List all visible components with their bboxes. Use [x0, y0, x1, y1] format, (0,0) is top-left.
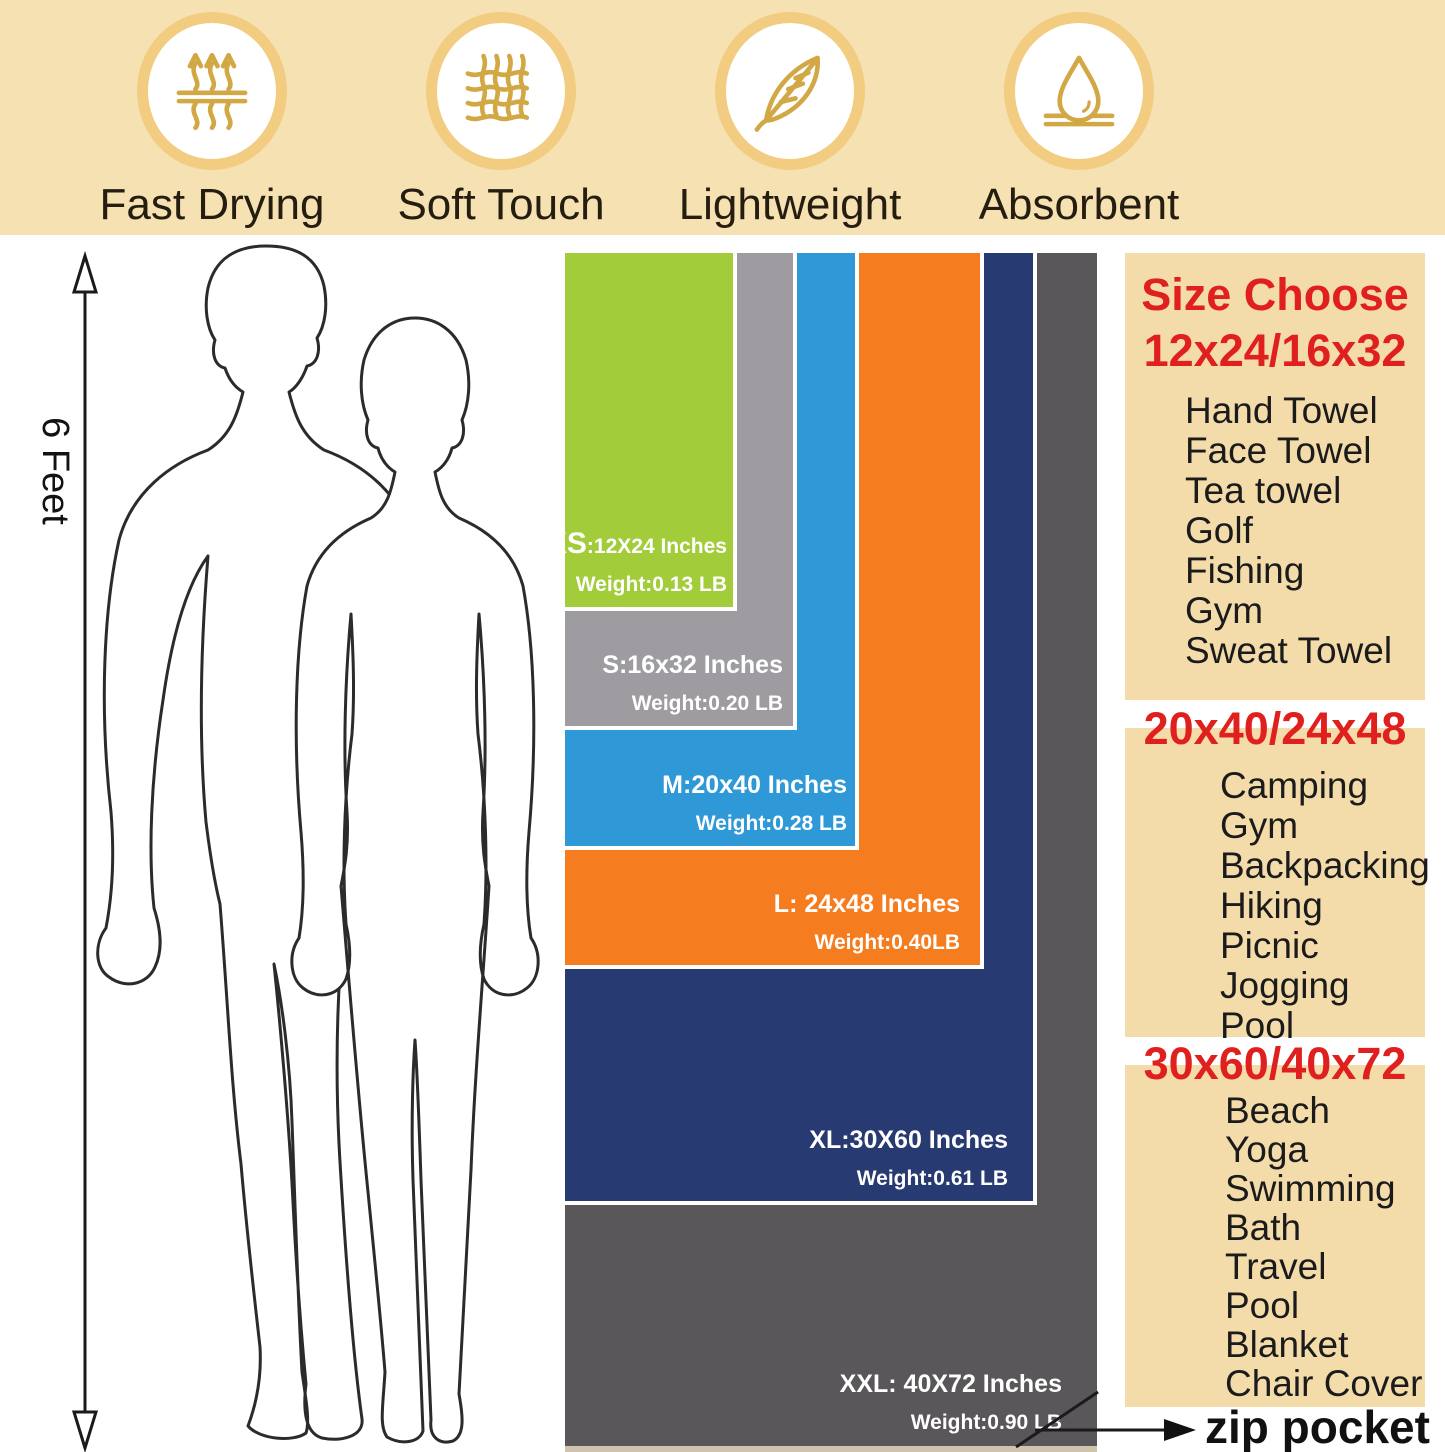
use-case-item: Swimming	[1225, 1168, 1396, 1209]
size-guide-panel-small: Size Choose 12x24/16x32 Hand Towel Face …	[1125, 253, 1425, 700]
size-code: XXL	[839, 1370, 889, 1398]
size-group-heading-1: 12x24/16x32	[1143, 325, 1407, 376]
feature-absorbent: Absorbent	[934, 12, 1224, 230]
size-rect-xs: XS:12X24 Inches Weight:0.13 LB	[547, 253, 737, 611]
size-dimensions: :30X60 Inches	[841, 1126, 1008, 1154]
fabric-weave-icon	[465, 53, 530, 122]
feature-label: Soft Touch	[397, 180, 605, 229]
size-weight: Weight:0.90 LB	[910, 1411, 1062, 1434]
size-label-xl: XL:30X60 Inches Weight:0.61 LB	[809, 1126, 1008, 1191]
size-weight: Weight:0.40LB	[814, 931, 960, 954]
size-weight: Weight:0.20 LB	[631, 692, 783, 715]
use-case-item: Camping	[1220, 765, 1369, 806]
size-guide-title: Size Choose	[1141, 269, 1409, 320]
use-case-item: Tea towel	[1185, 470, 1342, 511]
zip-pocket-label: zip pocket	[1205, 1401, 1430, 1452]
use-case-item: Bath	[1225, 1207, 1302, 1248]
use-case-item: Travel	[1225, 1246, 1327, 1287]
size-code: M	[662, 771, 683, 799]
size-code: L	[773, 890, 790, 918]
use-case-list-2: Camping Gym Backpacking Hiking Picnic Jo…	[1125, 765, 1430, 1046]
size-code: XL	[809, 1126, 842, 1154]
use-case-item: Sweat Towel	[1185, 630, 1393, 671]
size-label-xxl: XXL: 40X72 Inches Weight:0.90 LB	[840, 1370, 1062, 1435]
feature-fast-drying: Fast Drying	[67, 12, 357, 230]
size-label-xs: XS:12X24 Inches Weight:0.13 LB	[547, 527, 727, 597]
use-case-item: Hand Towel	[1185, 390, 1378, 431]
size-weight: Weight:0.13 LB	[575, 573, 727, 596]
size-group-heading-2: 20x40/24x48	[1143, 703, 1407, 754]
size-label-l: L: 24x48 Inches Weight:0.40LB	[774, 890, 960, 955]
use-case-item: Blanket	[1225, 1324, 1349, 1365]
feature-circle	[137, 12, 287, 170]
steam-arrows-icon	[176, 52, 248, 131]
man-silhouette	[96, 244, 436, 1441]
size-dimensions: : 24x48 Inches	[789, 890, 960, 918]
use-case-item: Golf	[1185, 510, 1253, 551]
use-case-item: Pool	[1225, 1285, 1300, 1326]
size-dimensions: :12X24 Inches	[586, 535, 727, 558]
height-arrow	[71, 250, 99, 1452]
use-case-item: Gym	[1185, 590, 1264, 631]
size-dimensions: : 40X72 Inches	[888, 1370, 1062, 1398]
size-label-m: M:20x40 Inches Weight:0.28 LB	[662, 771, 847, 836]
use-case-item: Backpacking	[1220, 845, 1430, 886]
size-weight: Weight:0.28 LB	[695, 812, 847, 835]
use-case-list-3: Beach Yoga Swimming Bath Travel Pool Bla…	[1125, 1091, 1425, 1403]
image-bottom-strip	[565, 1446, 1097, 1452]
feature-lightweight: Lightweight	[645, 12, 935, 230]
feature-soft-touch: Soft Touch	[356, 12, 646, 230]
size-guide-panel-medium: Camping Gym Backpacking Hiking Picnic Jo…	[1125, 728, 1430, 1046]
size-guide-panel-large: Beach Yoga Swimming Bath Travel Pool Bla…	[1125, 1065, 1425, 1407]
feather-icon	[754, 55, 820, 132]
feature-circle	[1004, 12, 1154, 170]
size-dimensions: :16x32 Inches	[619, 651, 783, 679]
use-case-item: Chair Cover	[1225, 1363, 1423, 1404]
use-case-item: Face Towel	[1185, 430, 1372, 471]
size-weight: Weight:0.61 LB	[856, 1167, 1008, 1190]
size-code: XS	[546, 527, 587, 560]
height-label: 6 Feet	[34, 417, 76, 525]
size-code: S	[602, 651, 619, 679]
use-case-item: Pool	[1220, 1005, 1295, 1046]
use-case-item: Yoga	[1225, 1129, 1309, 1170]
feature-label: Absorbent	[978, 180, 1180, 229]
size-dimensions: :20x40 Inches	[683, 771, 847, 799]
use-case-list-1: Hand Towel Face Towel Tea towel Golf Fis…	[1125, 391, 1425, 671]
use-case-item: Picnic	[1220, 925, 1319, 966]
size-group-heading-3: 30x60/40x72	[1143, 1038, 1407, 1089]
arrowhead-up-icon	[71, 250, 99, 294]
feature-banner: Fast Drying Soft Touch	[0, 0, 1445, 235]
woman-silhouette	[290, 316, 540, 1444]
feature-circle	[715, 12, 865, 170]
arrowhead-down-icon	[71, 1410, 99, 1452]
water-drop-icon	[1043, 55, 1115, 127]
use-case-item: Jogging	[1220, 965, 1350, 1006]
zip-arrowhead-icon	[1164, 1419, 1196, 1441]
use-case-item: Fishing	[1185, 550, 1305, 591]
feature-label: Fast Drying	[99, 180, 325, 229]
size-label-s: S:16x32 Inches Weight:0.20 LB	[602, 651, 783, 716]
use-case-item: Hiking	[1220, 885, 1323, 926]
use-case-item: Beach	[1225, 1090, 1330, 1131]
feature-circle	[426, 12, 576, 170]
feature-label: Lightweight	[678, 180, 902, 229]
use-case-item: Gym	[1220, 805, 1299, 846]
